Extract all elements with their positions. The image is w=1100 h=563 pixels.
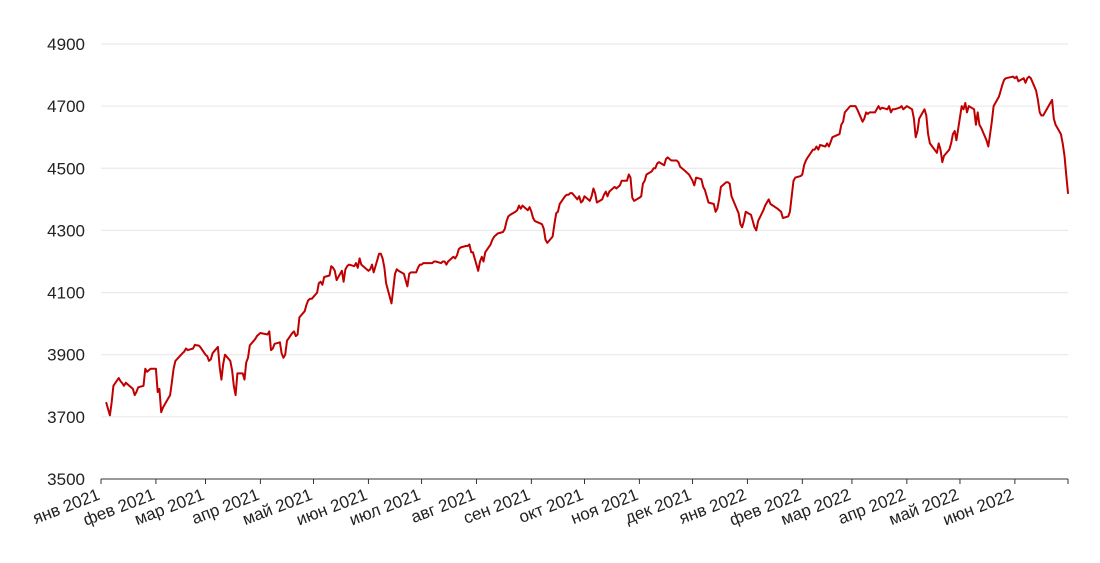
series-group: [105, 75, 1069, 417]
y-axis-ticks: 3500 3700 3900 4100 4300 4500 4700 4900: [47, 35, 85, 489]
y-tick-label: 3900: [47, 346, 85, 365]
y-tick-label: 4500: [47, 159, 85, 178]
y-tick-label: 4900: [47, 35, 85, 54]
y-tick-label: 4300: [47, 221, 85, 240]
series-line: [105, 75, 1069, 417]
y-tick-label: 4700: [47, 97, 85, 116]
y-tick-label: 3700: [47, 408, 85, 427]
y-tick-label: 3500: [47, 470, 85, 489]
gridlines: [101, 43, 1068, 418]
y-tick-label: 4100: [47, 284, 85, 303]
